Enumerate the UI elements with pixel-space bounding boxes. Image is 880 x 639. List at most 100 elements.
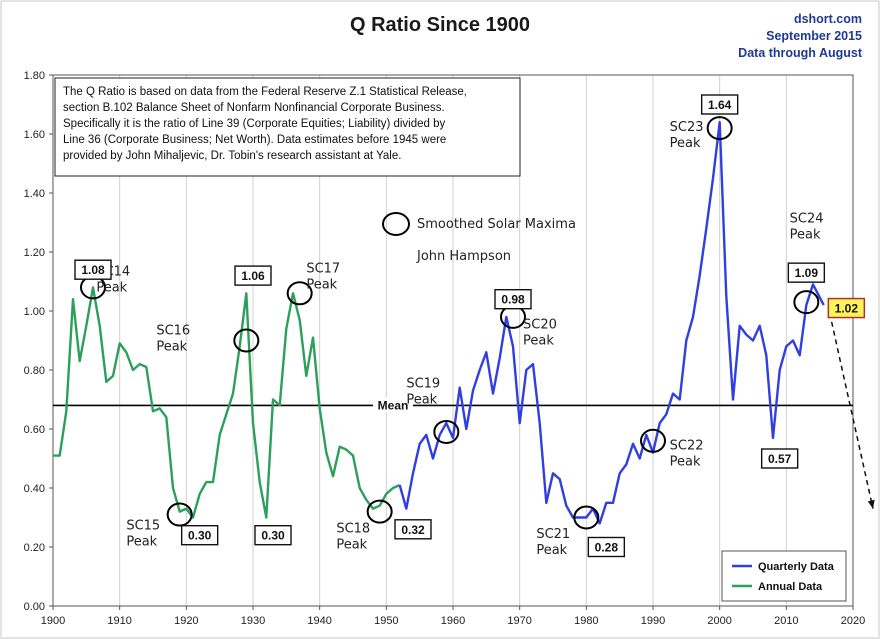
trend-arrow-head [867, 499, 875, 509]
value-callout-label: 0.28 [595, 541, 619, 555]
legend-label-annual: Annual Data [758, 581, 823, 593]
y-tick-label: 0.60 [24, 424, 45, 436]
quarterly-data-line [398, 120, 825, 525]
value-callout-box [787, 262, 826, 283]
sc18-label: SC18 [336, 521, 370, 536]
sc20-label: SC20 [523, 318, 557, 333]
x-tick-label: 1980 [574, 615, 598, 627]
sc15-peak-label: Peak [126, 534, 157, 549]
x-tick-label: 1950 [374, 615, 398, 627]
sc21-peak-label: Peak [536, 543, 567, 558]
sc18-peak-label: Peak [336, 537, 367, 552]
sc17-peak-label: Peak [306, 278, 337, 293]
value-callout-label: 1.09 [795, 266, 819, 280]
x-tick-label: 1920 [174, 615, 198, 627]
sc22-peak-label: Peak [670, 455, 701, 470]
x-tick-label: 1930 [241, 615, 265, 627]
note-line-3: Specifically it is the ratio of Line 39 … [63, 118, 445, 130]
sc21-label: SC21 [536, 527, 570, 542]
sc24-label: SC24 [790, 212, 824, 227]
y-tick-label: 1.80 [24, 70, 45, 82]
legend-label-quarterly: Quarterly Data [758, 561, 835, 573]
note-box-frame [54, 77, 521, 177]
value-callout-box [587, 536, 626, 558]
y-tick-label: 1.60 [24, 129, 45, 141]
sc22-marker-ring [640, 428, 666, 453]
value-callout-box [827, 297, 866, 319]
sc17-marker-ring [286, 281, 313, 306]
value-callout-box [74, 259, 112, 280]
sc16-peak-label: Peak [156, 340, 187, 355]
value-callout-box [494, 289, 532, 310]
sc21-marker-ring [573, 505, 600, 530]
sc18-marker-ring [366, 499, 393, 524]
note-line-4: Line 36 (Corporate Business; Net Worth).… [63, 134, 446, 146]
sc23-label: SC23 [670, 120, 704, 135]
y-tick-label: 0.00 [24, 601, 45, 613]
value-callout-box [180, 525, 219, 546]
sc20-peak-label: Peak [523, 334, 554, 349]
x-tick-label: 2010 [774, 615, 798, 627]
y-tick-label: 0.20 [24, 542, 45, 554]
sc24-peak-label: Peak [790, 228, 821, 243]
sc14-peak-label: Peak [96, 281, 127, 296]
x-tick-label: 1970 [507, 615, 531, 627]
y-tick-label: 1.00 [24, 306, 45, 318]
sc19-label: SC19 [406, 377, 440, 392]
x-tick-label: 2000 [707, 615, 731, 627]
sc15-marker-ring [166, 502, 193, 527]
sc19-marker-ring [433, 419, 460, 444]
note-line-1: The Q Ratio is based on data from the Fe… [63, 86, 467, 98]
x-tick-label: 1940 [307, 615, 331, 627]
value-callout-label: 1.08 [81, 263, 105, 277]
x-tick-label: 1960 [441, 615, 465, 627]
series-legend: Quarterly Data Annual Data [721, 550, 847, 602]
sc16-label: SC16 [156, 324, 190, 339]
x-tick-label: 1990 [641, 615, 665, 627]
series-layer [53, 120, 875, 525]
x-tick-label: 2020 [841, 615, 865, 627]
y-tick-label: 1.40 [24, 188, 45, 200]
value-callout-box [234, 265, 272, 286]
value-callout-label: 1.02 [835, 302, 859, 316]
sc16-marker-ring [233, 328, 260, 353]
value-callout-label: 1.64 [708, 98, 732, 112]
solar-maxima-label: Smoothed Solar Maxima [417, 217, 576, 232]
note-line-2: section B.102 Balance Sheet of Nonfarm N… [63, 102, 445, 114]
series-legend-frame [721, 550, 847, 602]
mean-layer: Mean [53, 397, 853, 413]
value-callout-label: 0.30 [261, 529, 285, 543]
source-line-2: September 2015 [766, 29, 862, 43]
note-line-5: provided by John Mihaljevic, Dr. Tobin's… [63, 150, 401, 162]
solar-maxima-legend: Smoothed Solar Maxima John Hampson [382, 212, 576, 264]
value-callout-box [700, 94, 739, 115]
trend-arrow-line [828, 312, 874, 509]
value-callout-label: 0.98 [501, 293, 525, 307]
sc23-marker-ring [706, 116, 733, 141]
x-tick-label: 1900 [41, 615, 65, 627]
chart-title: Q Ratio Since 1900 [350, 14, 530, 36]
annual-data-line [53, 286, 401, 519]
value-callout-label: 0.30 [188, 529, 212, 543]
sc22-label: SC22 [670, 439, 704, 454]
value-callout-label: 0.57 [768, 452, 792, 466]
value-callout-box [254, 525, 292, 546]
x-tick-label: 1910 [107, 615, 131, 627]
mean-label-bg [373, 397, 413, 413]
sc15-label: SC15 [126, 518, 160, 533]
source-line-1: dshort.com [794, 12, 862, 26]
sc19-peak-label: Peak [406, 393, 437, 408]
solar-maxima-credit: John Hampson [416, 249, 511, 264]
axis-layer: 1900 1910 1920 1930 1940 1950 1960 1970 1980 1990… [24, 70, 866, 627]
y-tick-label: 1.20 [24, 247, 45, 259]
mean-label: Mean [378, 398, 409, 412]
y-tick-label: 0.80 [24, 365, 45, 377]
sc17-label: SC17 [306, 262, 340, 277]
value-callout-box [760, 448, 799, 469]
source-line-3: Data through August [738, 46, 863, 60]
value-callout-box [394, 519, 432, 540]
sc24-marker-ring [793, 290, 820, 315]
